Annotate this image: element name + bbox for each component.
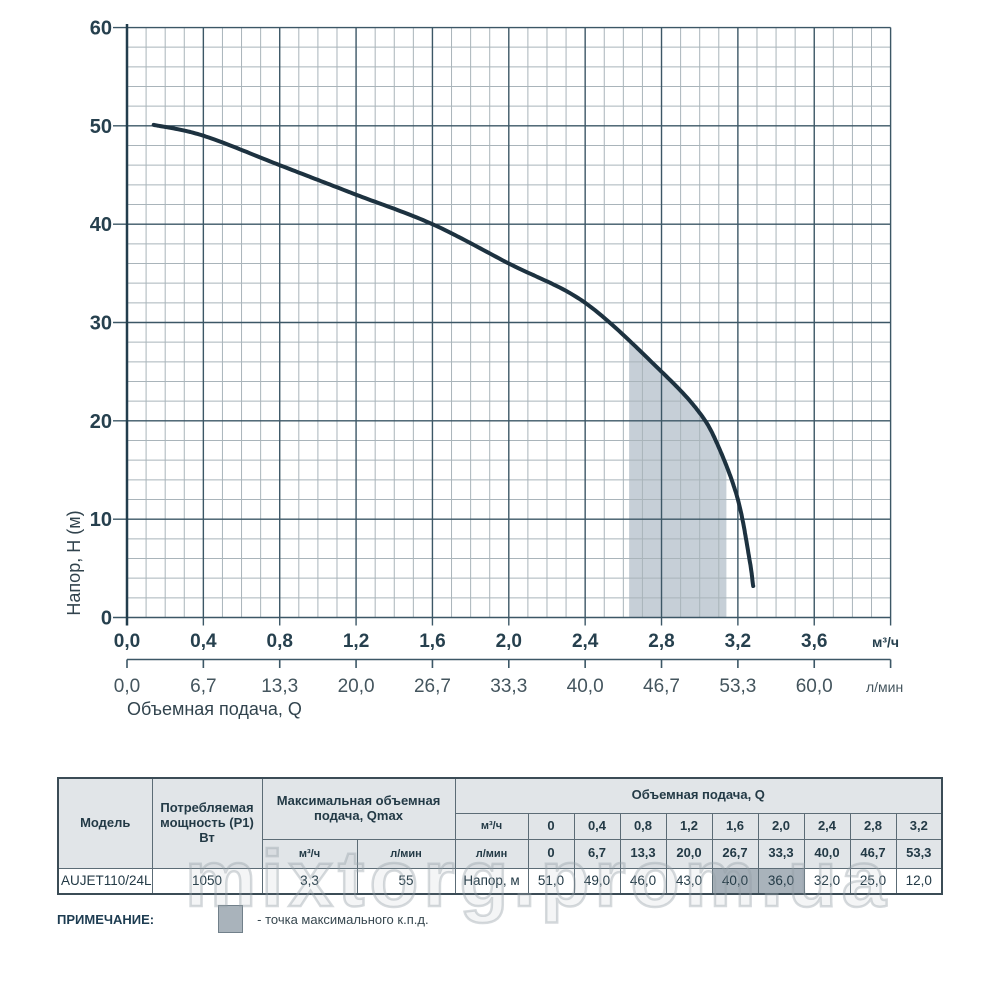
x-axis-tick-label-m3h: 1,2 (343, 631, 369, 652)
y-axis-tick-label: 20 (90, 411, 112, 433)
x-axis-tick-label-lmin: 26,7 (414, 676, 451, 697)
y-axis-tick-label: 10 (90, 509, 112, 531)
head-value-cell: 36,0 (757, 867, 805, 895)
qmax-unit-m3h-label: м³/ч (261, 838, 358, 869)
y-axis-tick-label: 40 (90, 214, 112, 236)
col-header-model: Модель (57, 777, 153, 869)
head-value-cell: 51,0 (527, 867, 575, 895)
flow-m3h-cell: 0 (527, 812, 575, 840)
flow-lmin-cell: 13,3 (619, 838, 667, 869)
qmax-lmin-value: 55 (356, 867, 456, 895)
y-axis-title: Напор, Н (м) (64, 510, 84, 615)
flow-lmin-cell: 53,3 (895, 838, 943, 869)
head-value-cell: 12,0 (895, 867, 943, 895)
flow-lmin-cell: 40,0 (803, 838, 851, 869)
x-axis-tick-label-m3h: 3,2 (725, 631, 751, 652)
flow-m3h-cell: 2,4 (803, 812, 851, 840)
pump-spec-table: Модель Потребляемая мощность (P1) Вт Мак… (57, 777, 944, 895)
col-header-qmax: Максимальная объемная подача, Qmax (261, 777, 456, 840)
flow-m3h-cell: 1,2 (665, 812, 713, 840)
flow-m3h-cell: 0,8 (619, 812, 667, 840)
x-axis-tick-label-m3h: 2,4 (572, 631, 599, 652)
y-axis-tick-label: 0 (101, 608, 112, 630)
flow-lmin-cell: 0 (527, 838, 575, 869)
note-label: ПРИМЕЧАНИЕ: (57, 911, 155, 927)
x-axis-tick-label-m3h: 0,4 (190, 631, 217, 652)
head-value-cell: 25,0 (849, 867, 897, 895)
head-value-cell: 46,0 (619, 867, 667, 895)
x-axis-tick-label-lmin: 0,0 (114, 676, 140, 697)
pump-curve-chart-svg: 0 10 20 30 40 50 60 0,0 0,4 0,8 1,2 1,6 2,0 2,4 2,8 3,2… (64, 18, 903, 719)
pump-curve-chart: 0 10 20 30 40 50 60 0,0 0,4 0,8 1,2 1,6 2,0 2,4 2,8 3,2… (64, 18, 903, 719)
y-axis-tick-label: 50 (90, 116, 112, 138)
head-row-label: Напор, м (454, 867, 529, 895)
flow-lmin-cell: 20,0 (665, 838, 713, 869)
max-efficiency-region (629, 340, 727, 618)
x-axis-unit-primary: м³/ч (872, 634, 899, 650)
max-efficiency-swatch (218, 905, 244, 933)
x-axis-tick-label-lmin: 53,3 (719, 676, 756, 697)
head-value-cell: 43,0 (665, 867, 713, 895)
note-row: ПРИМЕЧАНИЕ: - точка максимального к.п.д. (57, 905, 429, 933)
x-axis-tick-label-m3h: 1,6 (419, 631, 445, 652)
x-axis-unit-secondary: л/мин (866, 679, 903, 695)
x-axis-tick-label-lmin: 6,7 (190, 676, 216, 697)
x-axis-tick-label-m3h: 2,8 (648, 631, 674, 652)
flow-lmin-cell: 33,3 (757, 838, 805, 869)
flow-unit-m3h-label: м³/ч (454, 812, 529, 840)
power-value: 1050 (151, 867, 263, 895)
flow-m3h-cell: 3,2 (895, 812, 943, 840)
flow-m3h-cell: 2,0 (757, 812, 805, 840)
y-axis-tick-label: 60 (90, 18, 112, 40)
flow-lmin-cell: 46,7 (849, 838, 897, 869)
x-axis-tick-label-lmin: 60,0 (796, 676, 833, 697)
x-axis-tick-label-m3h: 2,0 (496, 631, 522, 652)
col-header-power: Потребляемая мощность (P1) Вт (151, 777, 263, 869)
note-text: - точка максимального к.п.д. (257, 911, 429, 927)
flow-unit-lmin-label: л/мин (454, 838, 529, 869)
x-axis-tick-label-m3h: 0,0 (114, 631, 140, 652)
qmax-m3h-value: 3,3 (261, 867, 358, 895)
x-axis-title: Объемная подача, Q (127, 699, 302, 719)
x-axis-tick-label-lmin: 13,3 (261, 676, 298, 697)
model-value: AUJET110/24L (57, 867, 153, 895)
x-axis-tick-label-lmin: 33,3 (490, 676, 527, 697)
col-header-flow-group: Объемная подача, Q (454, 777, 943, 814)
flow-lmin-cell: 6,7 (573, 838, 621, 869)
flow-lmin-cell: 26,7 (711, 838, 759, 869)
x-axis-tick-label-lmin: 20,0 (338, 676, 375, 697)
flow-m3h-cell: 2,8 (849, 812, 897, 840)
flow-m3h-cell: 1,6 (711, 812, 759, 840)
head-value-cell: 32,0 (803, 867, 851, 895)
y-axis-tick-label: 30 (90, 313, 112, 335)
x-axis-tick-label-lmin: 46,7 (643, 676, 680, 697)
head-value-cell: 40,0 (711, 867, 759, 895)
x-axis-tick-label-m3h: 3,6 (801, 631, 827, 652)
x-axis-tick-label-m3h: 0,8 (267, 631, 293, 652)
head-value-cell: 49,0 (573, 867, 621, 895)
head-curve (151, 122, 756, 588)
flow-m3h-cell: 0,4 (573, 812, 621, 840)
qmax-unit-lmin-label: л/мин (356, 838, 456, 869)
x-axis-tick-label-lmin: 40,0 (567, 676, 604, 697)
